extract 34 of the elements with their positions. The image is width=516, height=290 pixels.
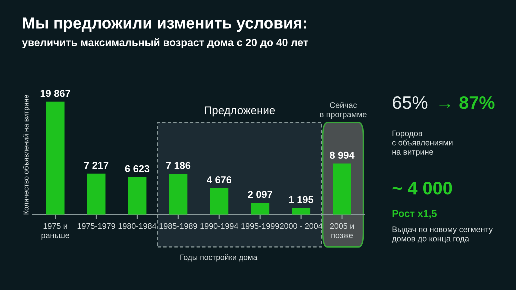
- x-tick-label: 1990-1994: [200, 223, 238, 230]
- chart-title: Мы предложили изменить условия:: [23, 18, 306, 32]
- bar: [292, 208, 311, 215]
- bar: [128, 177, 147, 215]
- text: ~ 4 000: [392, 182, 452, 195]
- x-tick-label: 1975-1979: [78, 223, 116, 230]
- bar: [333, 164, 352, 215]
- data-label: 19 867: [40, 90, 70, 98]
- bar: [87, 174, 106, 215]
- data-label: 7 186: [166, 162, 191, 170]
- x-tick-label: 2005 и позже: [330, 223, 354, 238]
- data-label: 4 676: [207, 176, 232, 184]
- bar: [210, 188, 229, 215]
- data-label: 7 217: [84, 162, 109, 169]
- data-label: 1 195: [289, 196, 314, 204]
- data-label: 8 994: [330, 152, 355, 159]
- x-tick-label: 1985-1989: [160, 223, 198, 230]
- band-label: Предложение: [205, 106, 276, 117]
- text: Городов с объявлениями на витрине: [392, 130, 453, 157]
- bar: [169, 174, 188, 215]
- text: Рост x1,5: [392, 210, 437, 219]
- text: → 87%: [440, 96, 495, 110]
- bar: [251, 202, 270, 215]
- x-tick-label: 1980-1984: [118, 223, 157, 230]
- bar: [46, 102, 65, 215]
- x-tick-label: 1975 и раньше: [42, 223, 70, 240]
- data-label: 6 623: [125, 165, 150, 172]
- x-tick-label: 2000 - 2004: [280, 223, 323, 230]
- chart-subtitle: увеличить максимальный возраст дома с 20 до 40 лет: [22, 38, 308, 49]
- text: 65%: [393, 96, 428, 110]
- x-tick-label: 1995-1999: [242, 223, 280, 230]
- band-label: Сейчас в программе: [320, 102, 367, 120]
- text: Выдач по новому сегменту домов до конца года: [392, 226, 494, 244]
- data-label: 2 097: [248, 191, 272, 198]
